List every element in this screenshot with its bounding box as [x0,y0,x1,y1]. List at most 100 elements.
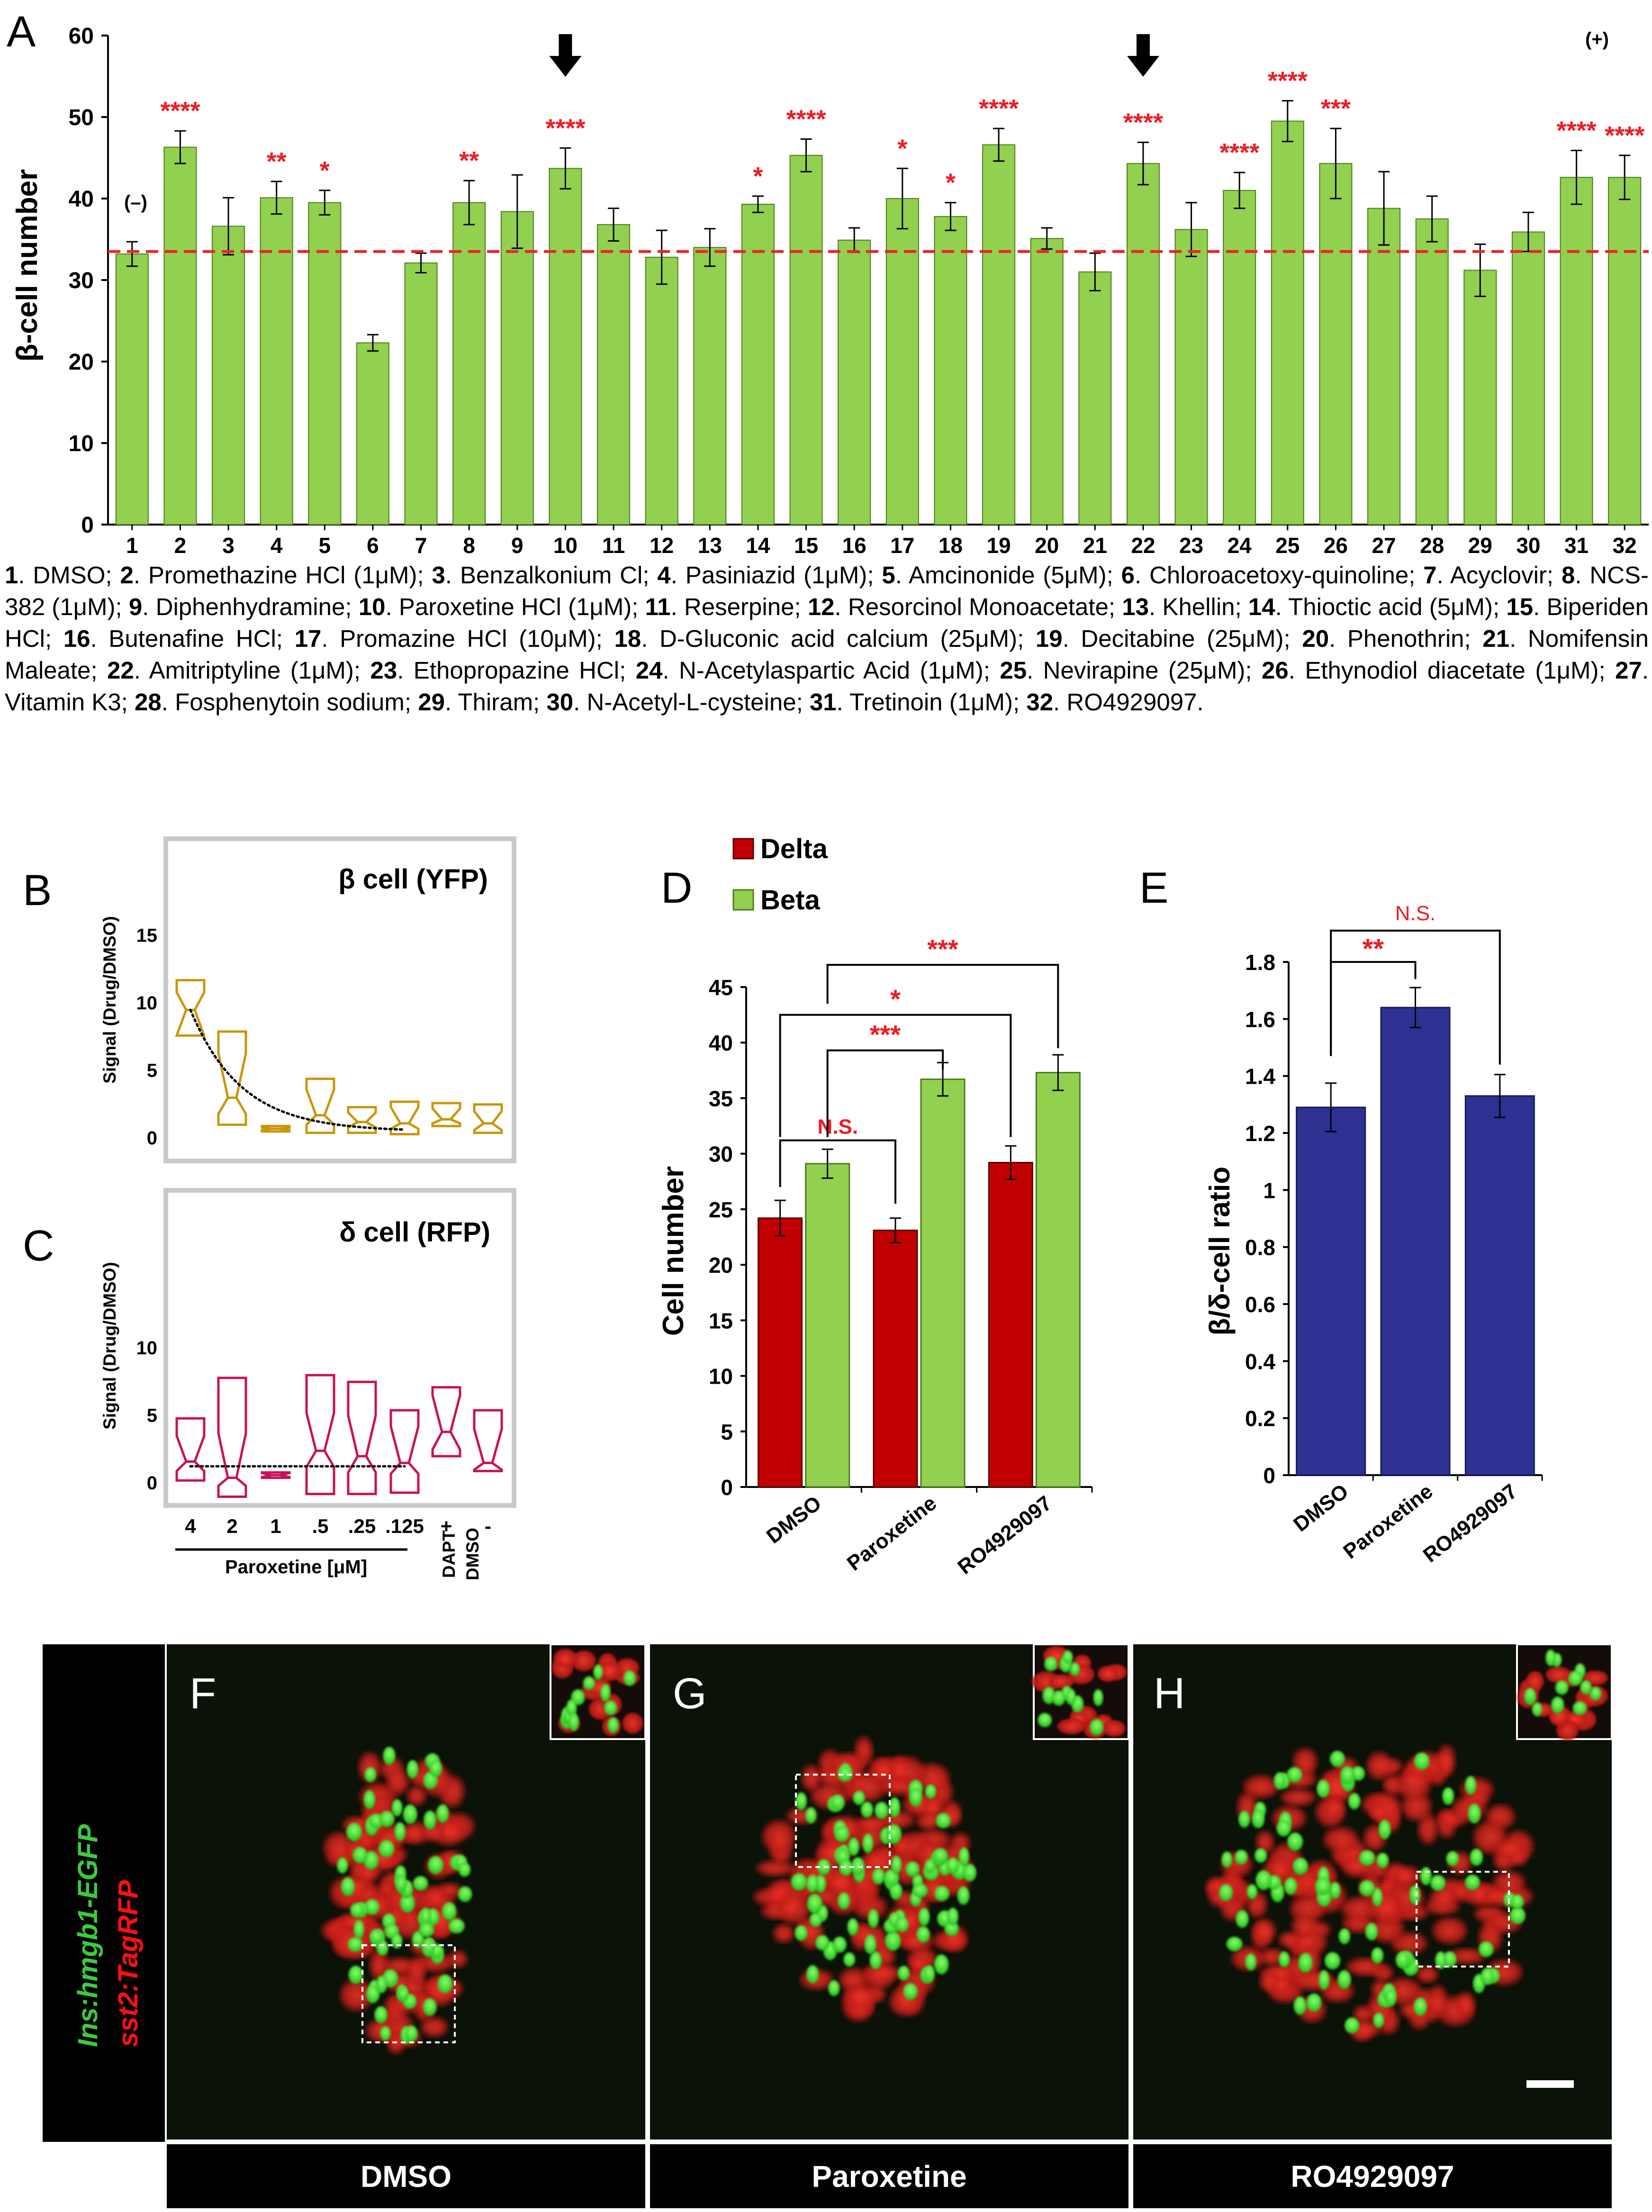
x-tick-label: RO4929097 [1419,1479,1522,1567]
red-cell [763,1821,795,1853]
notched-box [431,1102,461,1127]
green-cell [405,2025,418,2042]
red-cell [916,1813,941,1830]
bar [1035,1072,1081,1488]
green-cell [918,1908,930,1926]
micrograph-cells [322,1737,1534,2054]
red-cell [1429,1888,1457,1908]
y-tick-label: 10 [136,993,158,1014]
bar [1296,1106,1366,1476]
legend-number: 25 [1000,657,1027,684]
compound-legend: 1. DMSO; 2. Promethazine HCl (1μM); 3. B… [5,559,1649,718]
red-cell [1279,1931,1300,1948]
green-cell [379,1840,395,1858]
panel-e-ylabel: β/δ-cell ratio [1204,1167,1236,1335]
legend-number: 10 [358,593,386,620]
green-cell [364,1899,379,1915]
negative-control-label: (–) [124,192,147,213]
green-cell [1373,2013,1384,2028]
vertical-label-text-red: sst2:TagRFP [113,1880,144,2047]
red-cell [1259,1949,1285,1965]
y-tick-label: 0 [1263,1463,1275,1488]
legend-number: 6 [1121,562,1135,589]
y-tick-label: 1.2 [1245,1121,1275,1146]
x-tick-label: .125 [385,1515,424,1537]
green-cell [1329,1882,1341,1899]
x-tick-label: 21 [1083,533,1107,558]
green-cell [423,1998,437,2016]
x-tick-label: .5 [312,1515,328,1537]
vertical-label-text: Ins:hmgb1-EGFP [72,1824,103,2047]
legend-compound: . Diphenhydramine; [142,593,359,620]
paroxetine-axis-label: Paroxetine [μM] [225,1557,367,1577]
notched-box [473,1103,503,1134]
legend-compound: . Reserpine; [670,593,808,620]
panel-c-title: δ cell (RFP) [339,1217,490,1248]
green-cell [1443,1951,1457,1968]
green-cell [843,1952,856,1967]
inset-green-cell [1545,1650,1556,1667]
bar [920,1079,966,1488]
green-cell [1372,1887,1383,1906]
green-cell [1465,1875,1480,1890]
x-tick-label: 32 [1613,533,1637,558]
green-cell [1371,1947,1384,1964]
green-cell [379,1811,395,1827]
significance-stars: **** [786,105,826,133]
trend-line [189,1008,406,1131]
green-cell [1468,1804,1481,1823]
red-cell [1437,1745,1455,1777]
legend-number: 12 [807,593,835,620]
panel-e: E 00.20.40.60.811.21.41.61.8DMSOParoxeti… [1139,864,1543,1567]
bar [260,197,293,525]
green-cell [1293,1996,1307,2015]
legend-number: 4 [657,562,671,589]
legend-number: 30 [546,689,574,716]
red-cell [1448,1949,1485,1964]
red-cell [1402,1792,1431,1821]
x-tick-label: 1 [270,1515,281,1537]
red-cell [864,1965,902,1981]
legend-number: 27 [1615,657,1642,684]
red-cell [1324,1797,1345,1819]
bar [452,202,486,526]
green-cell [807,1894,822,1914]
x-tick-label: 31 [1564,533,1589,558]
green-cell [395,1875,407,1893]
x-tick-label: Paroxetine [843,1491,941,1575]
legend-compound: . RO4929097. [1053,689,1204,716]
significance-stars: * [946,169,956,197]
y-tick-label: 10 [136,1338,158,1359]
green-cell [1359,1850,1375,1866]
red-cell [843,1984,878,2009]
x-tick-label: 11 [602,533,625,558]
green-cell [1378,1820,1391,1840]
green-cell [944,1921,959,1936]
red-cell [861,1851,894,1874]
inset-green-cell [1093,1689,1103,1706]
green-cell [353,1920,364,1939]
green-cell [1446,1851,1459,1866]
green-cell [419,1922,434,1938]
panel-c: C δ cell (RFP) 0 5 10 Signal (Drug/DMSO) 4… [23,1188,516,1580]
green-cell [1414,1752,1430,1770]
x-tick-label: 13 [698,533,722,558]
green-cell [897,1966,910,1981]
significance-stars: **** [1605,121,1644,150]
x-tick-label: 20 [1035,533,1059,558]
y-tick-label: 60 [69,24,94,49]
inset-green-cell [1052,1690,1065,1706]
green-cell [832,1936,847,1953]
significance-stars: **** [1123,108,1163,136]
green-cell [936,1813,951,1829]
green-cell [934,1886,949,1902]
legend-number: 14 [1248,593,1275,620]
caption-dmso: DMSO [361,2159,451,2194]
green-cell [394,1822,406,1841]
y-tick-label: 5 [147,1061,157,1081]
red-cell [387,1768,409,1795]
x-tick-label: 9 [511,533,524,558]
green-cell [1315,1877,1331,1895]
red-cell [1428,1985,1448,2016]
